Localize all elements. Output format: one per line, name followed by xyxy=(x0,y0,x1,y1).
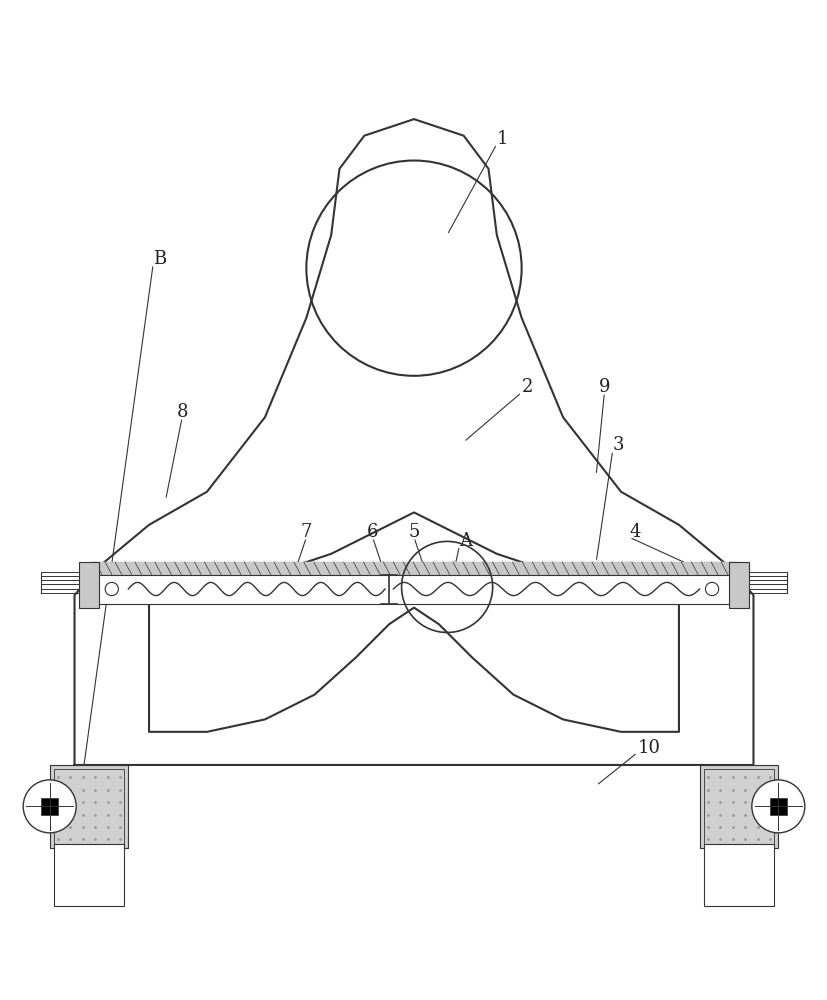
Circle shape xyxy=(23,780,76,833)
Text: 6: 6 xyxy=(366,523,378,541)
Bar xyxy=(769,798,786,815)
Text: 5: 5 xyxy=(408,523,419,541)
Polygon shape xyxy=(74,119,753,765)
Text: 10: 10 xyxy=(637,739,660,757)
Text: 7: 7 xyxy=(300,523,312,541)
Bar xyxy=(41,798,58,815)
Text: 8: 8 xyxy=(176,403,188,421)
Text: 9: 9 xyxy=(598,378,609,396)
Bar xyxy=(54,844,124,906)
Text: 3: 3 xyxy=(612,436,624,454)
Bar xyxy=(703,769,773,844)
Bar xyxy=(728,562,748,608)
Bar xyxy=(54,769,124,844)
Bar xyxy=(699,765,777,848)
Polygon shape xyxy=(149,512,678,732)
Text: 2: 2 xyxy=(521,378,533,396)
Bar xyxy=(91,575,736,604)
Text: 4: 4 xyxy=(629,523,640,541)
Text: 1: 1 xyxy=(496,130,508,148)
Text: B: B xyxy=(153,250,166,268)
Bar xyxy=(50,765,128,848)
Text: A: A xyxy=(459,532,472,550)
Bar xyxy=(79,562,99,608)
Bar xyxy=(91,562,736,575)
Circle shape xyxy=(751,780,804,833)
Bar xyxy=(703,844,773,906)
